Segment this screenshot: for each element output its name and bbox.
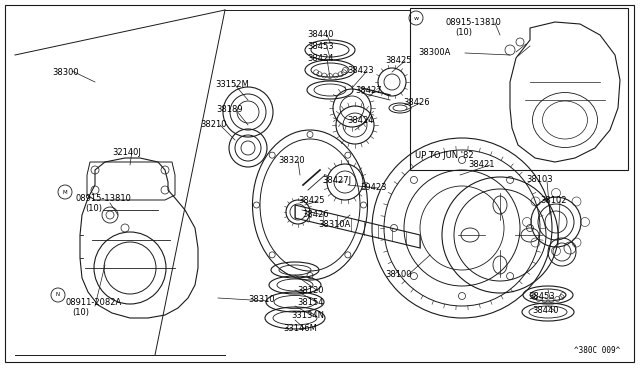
Text: 38453: 38453 [528,292,555,301]
Text: 38427: 38427 [355,86,381,95]
Text: 38424: 38424 [307,54,333,63]
Text: 38103: 38103 [526,175,552,184]
Text: 38425: 38425 [298,196,324,205]
Text: (10): (10) [85,204,102,213]
Text: 32140J: 32140J [112,148,141,157]
Text: 38120: 38120 [297,286,323,295]
Text: M: M [63,189,67,195]
Text: 39423: 39423 [360,183,387,192]
Text: (10): (10) [72,308,89,317]
Text: 38310A: 38310A [318,220,350,229]
Text: 38426: 38426 [403,98,429,107]
Text: 38102: 38102 [540,196,566,205]
Text: 08911-2082A: 08911-2082A [65,298,121,307]
Text: 33146M: 33146M [283,324,317,333]
Text: UP TO JUN.'82: UP TO JUN.'82 [415,151,474,160]
Text: 38189: 38189 [216,105,243,114]
Text: 38210: 38210 [200,120,227,129]
Text: 38424: 38424 [347,116,374,125]
Text: 38300A: 38300A [418,48,451,57]
Text: 38421: 38421 [468,160,495,169]
Text: 38300: 38300 [52,68,79,77]
Text: 38320: 38320 [278,156,305,165]
Bar [410,8,628,170]
Text: 08915-13810: 08915-13810 [445,18,501,27]
Text: 33134N: 33134N [291,311,324,320]
Text: 38453: 38453 [307,42,333,51]
Text: 38426: 38426 [302,210,328,219]
Text: 38423: 38423 [347,66,374,75]
Text: w: w [413,16,419,20]
Text: 33152M: 33152M [215,80,249,89]
Text: 38427J: 38427J [322,176,351,185]
Text: N: N [56,292,60,298]
Text: 38100: 38100 [385,270,412,279]
Text: (10): (10) [455,28,472,37]
Text: ^380C 009^: ^380C 009^ [573,346,620,355]
Text: 38425: 38425 [385,56,412,65]
Text: 38154: 38154 [297,298,323,307]
Text: 08915-13810: 08915-13810 [75,194,131,203]
Text: 38440: 38440 [532,306,559,315]
Text: 38310: 38310 [248,295,275,304]
Text: 38440: 38440 [307,30,333,39]
